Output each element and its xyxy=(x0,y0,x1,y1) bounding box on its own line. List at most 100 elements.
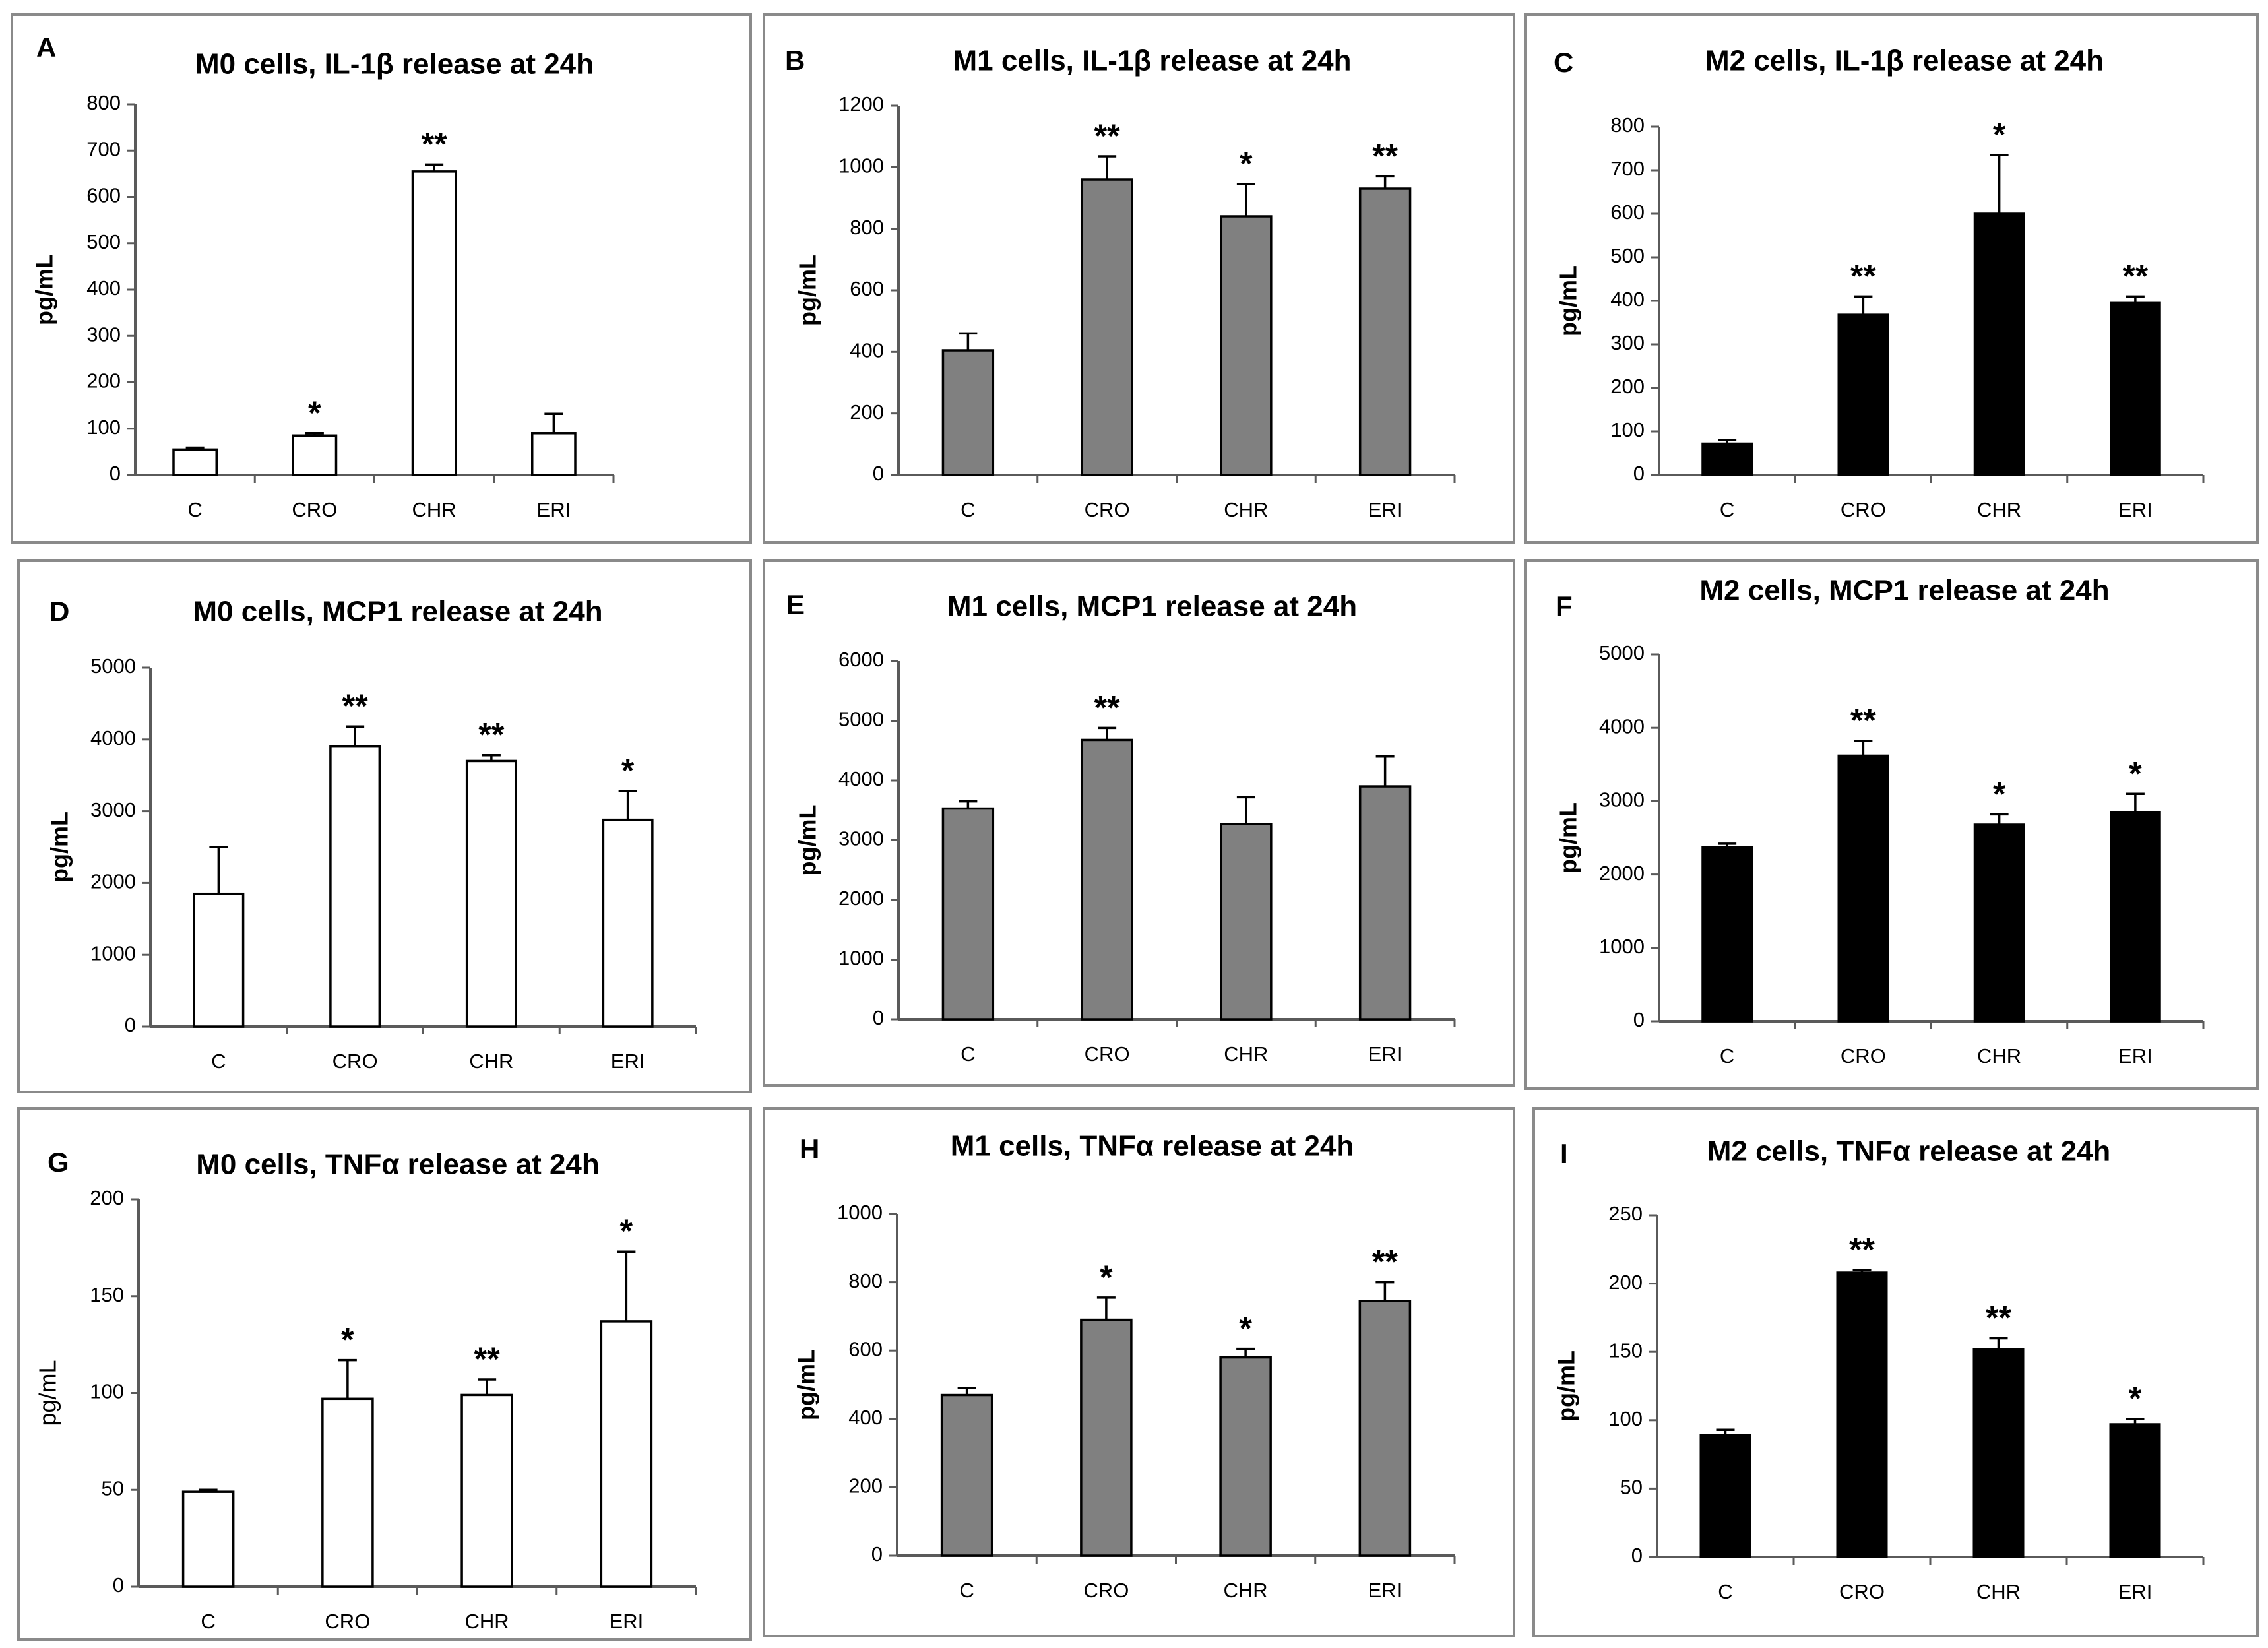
y-tick-label: 0 xyxy=(110,462,121,485)
y-axis-label: pg/mL xyxy=(793,1349,820,1420)
bar-chr xyxy=(1220,823,1273,1021)
y-tick-label: 800 xyxy=(850,216,884,239)
y-tick-label: 0 xyxy=(1633,462,1645,485)
significance-label: ** xyxy=(1986,1299,2011,1336)
bar-cro xyxy=(1080,1318,1133,1557)
bar-cro xyxy=(321,1397,374,1588)
y-tick-label: 400 xyxy=(848,1406,883,1429)
y-tick-label: 100 xyxy=(90,1380,124,1403)
bar-chr xyxy=(1220,215,1273,476)
chart-title: M0 cells, MCP1 release at 24h xyxy=(193,596,602,628)
significance-label: * xyxy=(1240,145,1253,182)
bar-c xyxy=(941,349,995,476)
y-tick-label: 200 xyxy=(86,369,121,393)
significance-label: ** xyxy=(1372,1244,1398,1281)
significance-label: ** xyxy=(478,716,504,753)
bar-cro xyxy=(1837,754,1889,1023)
y-tick-label: 150 xyxy=(1608,1339,1643,1362)
bar-eri xyxy=(2110,301,2161,476)
bar-c xyxy=(941,807,995,1021)
y-tick-label: 700 xyxy=(1610,157,1645,180)
bar-cro xyxy=(329,745,381,1028)
y-tick-label: 5000 xyxy=(1599,641,1645,664)
panel-letter: A xyxy=(36,32,56,63)
x-tick-label: C xyxy=(959,1579,974,1602)
x-tick-label: CHR xyxy=(412,498,457,521)
y-tick-label: 3000 xyxy=(1599,788,1645,811)
x-tick-label: CHR xyxy=(1977,498,2021,521)
y-tick-label: 500 xyxy=(86,230,121,253)
y-tick-label: 600 xyxy=(850,277,884,300)
y-tick-label: 100 xyxy=(1610,418,1645,441)
x-tick-label: C xyxy=(187,498,202,521)
y-tick-label: 400 xyxy=(1610,288,1645,311)
x-tick-label: C xyxy=(1720,498,1734,521)
y-tick-label: 0 xyxy=(873,462,884,485)
x-tick-label: CHR xyxy=(1224,1042,1268,1065)
y-tick-label: 400 xyxy=(850,339,884,362)
x-tick-label: ERI xyxy=(1368,498,1402,521)
bar-chr xyxy=(1219,1356,1272,1557)
y-tick-label: 1000 xyxy=(838,154,884,177)
y-tick-label: 800 xyxy=(86,91,121,114)
y-tick-label: 200 xyxy=(90,1186,124,1209)
y-tick-label: 600 xyxy=(86,184,121,207)
chart-title: M1 cells, TNFα release at 24h xyxy=(951,1130,1354,1162)
y-axis-label: pg/mL xyxy=(1555,265,1582,336)
significance-label: ** xyxy=(1849,1231,1875,1268)
y-axis-label: pg/mL xyxy=(794,805,821,876)
bar-eri xyxy=(2109,1423,2161,1558)
panel-letter: G xyxy=(47,1147,69,1178)
y-tick-label: 5000 xyxy=(90,654,136,678)
y-tick-label: 100 xyxy=(1608,1407,1643,1430)
x-tick-label: CRO xyxy=(1841,1044,1886,1067)
x-tick-label: ERI xyxy=(1368,1042,1402,1065)
x-tick-label: C xyxy=(201,1610,215,1633)
significance-label: * xyxy=(1993,775,2006,812)
x-tick-label: CRO xyxy=(332,1050,378,1073)
y-tick-label: 300 xyxy=(1610,331,1645,354)
chart-panel-e: E M1 cells, MCP1 release at 24h pg/mL 0 1000… xyxy=(763,559,1515,1087)
x-tick-label: ERI xyxy=(2118,498,2153,521)
chart-title: M1 cells, IL-1β release at 24h xyxy=(953,45,1351,77)
x-tick-label: C xyxy=(961,1042,975,1065)
y-tick-label: 250 xyxy=(1608,1202,1643,1225)
x-tick-label: ERI xyxy=(537,498,571,521)
significance-label: * xyxy=(341,1321,354,1358)
x-tick-label: CRO xyxy=(1841,498,1886,521)
chart-panel-f: F M2 cells, MCP1 release at 24h pg/mL 0 1000… xyxy=(1524,559,2259,1090)
y-tick-label: 150 xyxy=(90,1283,124,1306)
bar-c xyxy=(1701,846,1753,1023)
bar-eri xyxy=(1358,1300,1412,1557)
bar-eri xyxy=(1358,187,1412,476)
bar-cro xyxy=(1081,738,1133,1021)
significance-label: ** xyxy=(1094,117,1120,154)
y-tick-label: 0 xyxy=(871,1542,883,1566)
chart-title: M2 cells, IL-1β release at 24h xyxy=(1705,45,2104,77)
x-tick-label: CRO xyxy=(1085,1042,1130,1065)
x-tick-label: CHR xyxy=(469,1050,513,1073)
x-tick-label: CHR xyxy=(465,1610,509,1633)
significance-label: * xyxy=(1993,116,2006,153)
significance-label: ** xyxy=(1094,689,1120,726)
x-tick-label: ERI xyxy=(610,1610,644,1633)
y-axis-label: pg/mL xyxy=(46,811,73,883)
y-tick-label: 2000 xyxy=(838,887,884,910)
x-tick-label: ERI xyxy=(2118,1044,2153,1067)
bar-cro xyxy=(1837,313,1889,476)
bar-eri xyxy=(531,432,577,476)
x-tick-label: C xyxy=(1720,1044,1734,1067)
y-tick-label: 600 xyxy=(1610,201,1645,224)
x-tick-label: CHR xyxy=(1224,498,1268,521)
y-tick-label: 5000 xyxy=(838,708,884,731)
y-tick-label: 1000 xyxy=(838,947,884,970)
bar-eri xyxy=(1358,785,1412,1021)
significance-label: ** xyxy=(1850,257,1876,294)
y-tick-label: 800 xyxy=(848,1269,883,1292)
bar-c xyxy=(193,892,245,1028)
bar-chr xyxy=(460,1393,513,1588)
y-tick-label: 3000 xyxy=(90,798,136,821)
x-tick-label: CRO xyxy=(1085,498,1130,521)
panel-letter: H xyxy=(800,1133,819,1164)
